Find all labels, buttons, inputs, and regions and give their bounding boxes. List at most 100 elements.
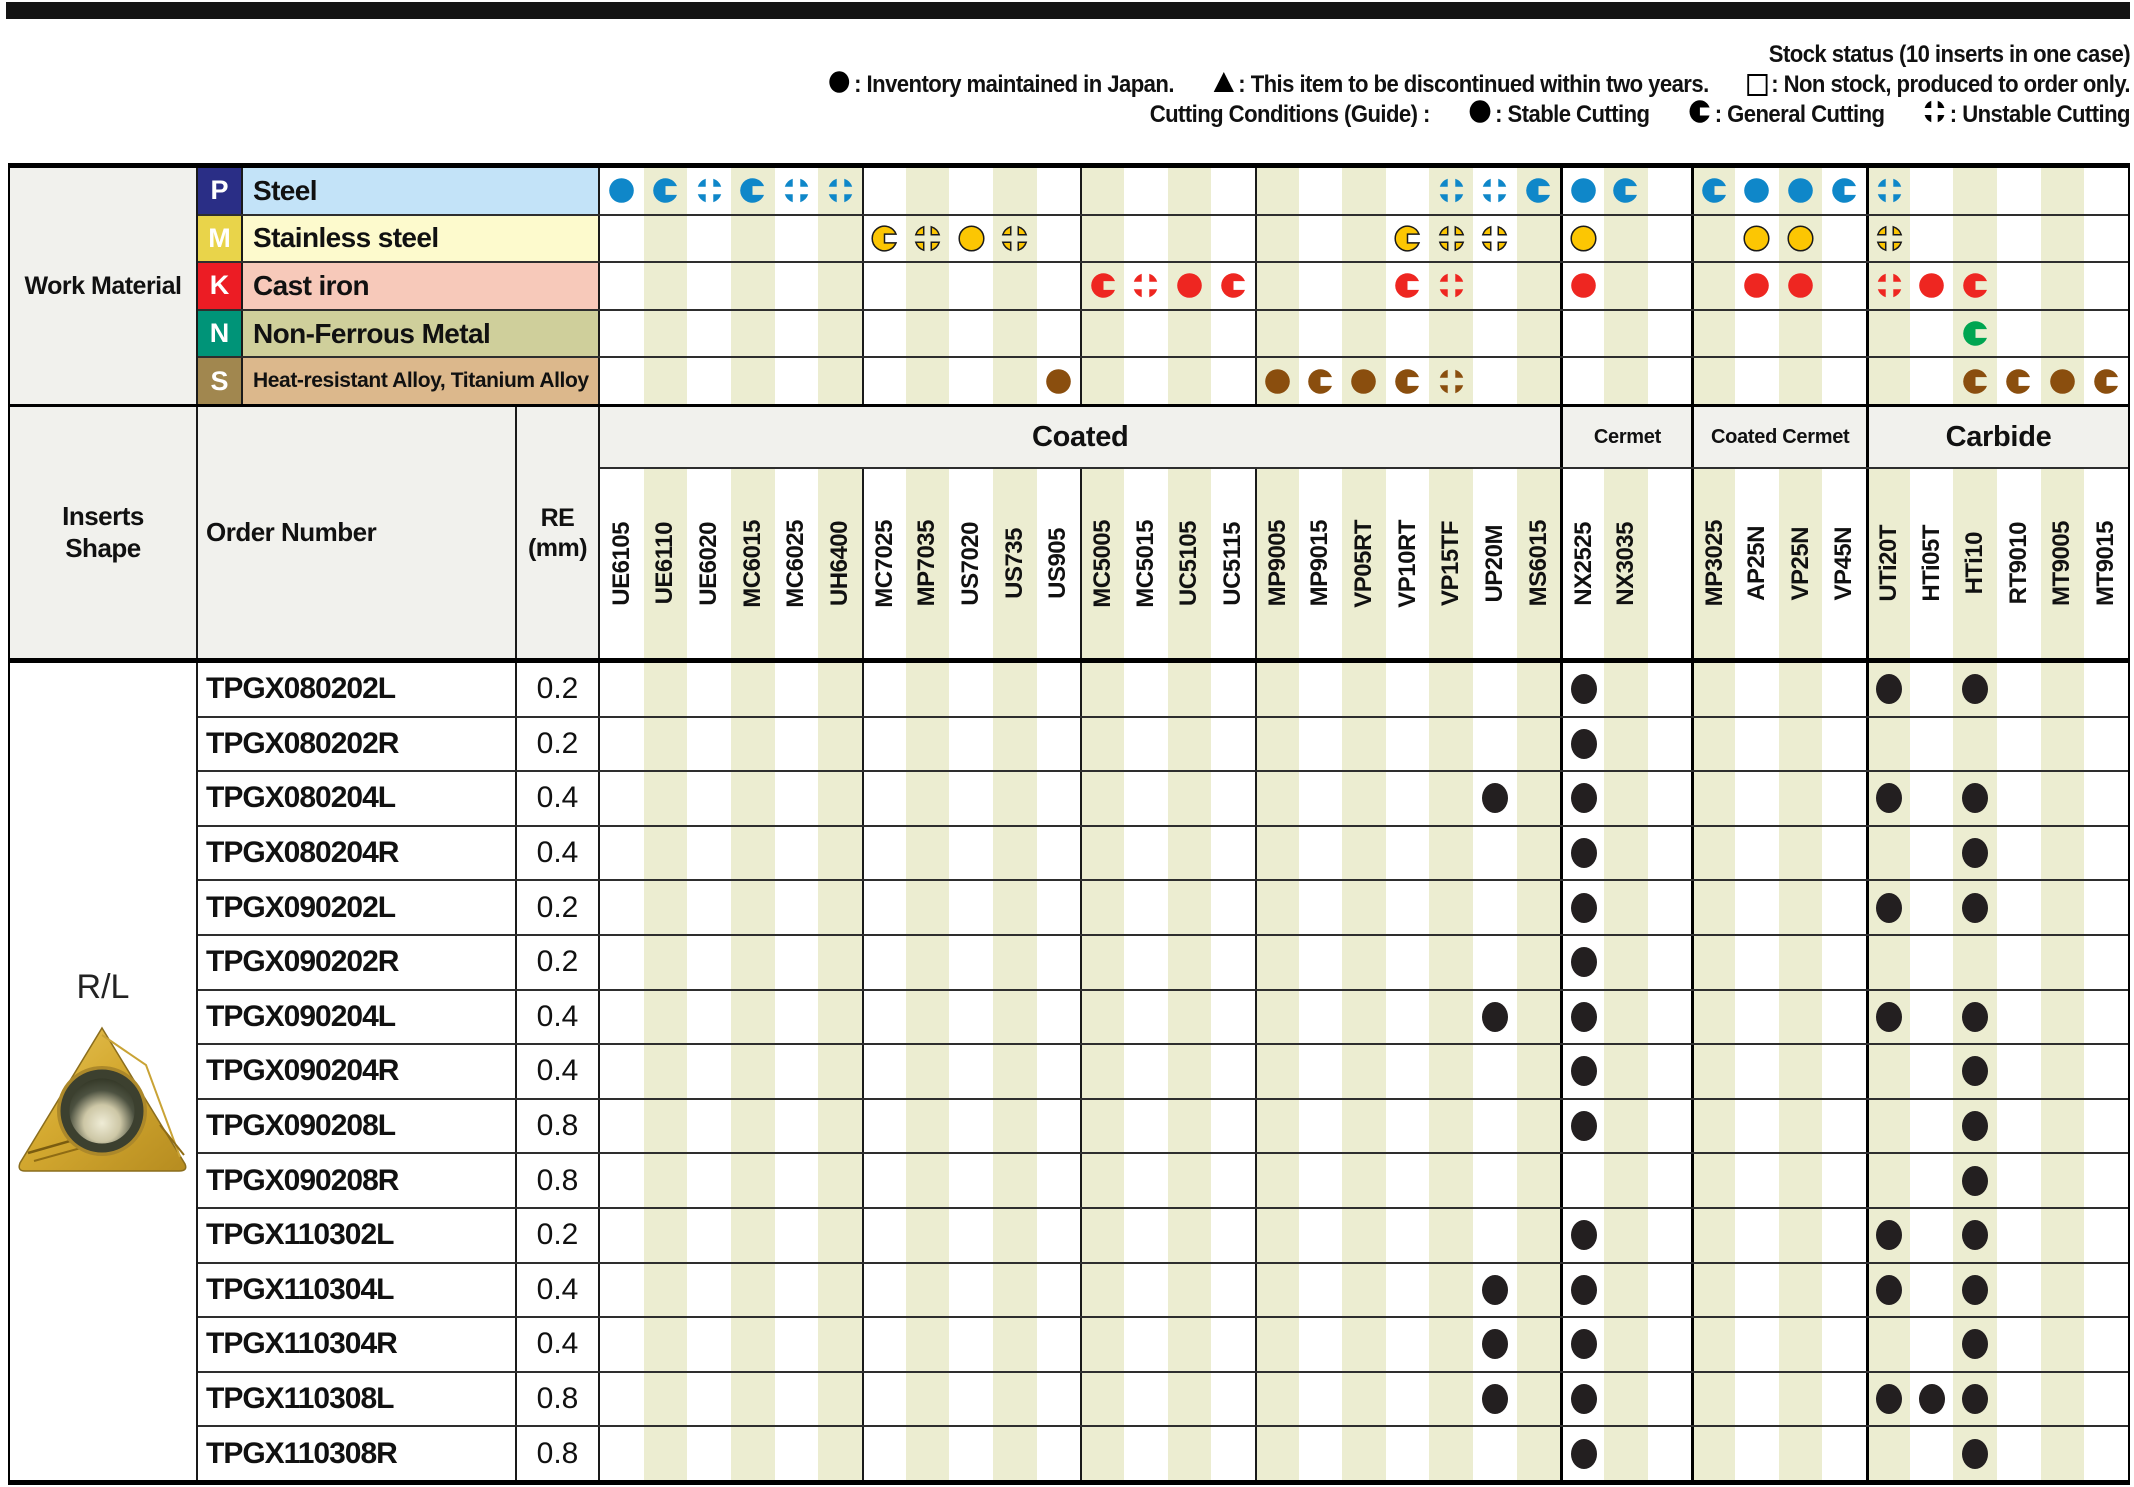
empty-cell xyxy=(1036,881,1081,934)
empty-cell xyxy=(1778,1263,1823,1317)
empty-cell xyxy=(1647,881,1692,934)
empty-cell xyxy=(687,1318,731,1371)
empty-cell xyxy=(1080,663,1124,716)
empty-cell xyxy=(1997,1263,2041,1317)
stable-cutting-icon xyxy=(1254,358,1299,404)
empty-cell xyxy=(774,1208,819,1262)
empty-cell xyxy=(992,772,1037,825)
empty-cell xyxy=(1647,215,1692,262)
grade-header-UH6400: UH6400 xyxy=(818,469,862,658)
insert-photo xyxy=(18,1026,187,1172)
general-cutting-icon xyxy=(1953,263,1997,309)
empty-cell xyxy=(687,1372,731,1426)
empty-cell xyxy=(1473,663,1517,716)
empty-cell xyxy=(1211,1372,1255,1426)
empty-cell xyxy=(1778,772,1823,825)
empty-cell xyxy=(1691,1427,1736,1480)
empty-cell xyxy=(1254,772,1299,825)
empty-cell xyxy=(1997,310,2041,357)
empty-cell xyxy=(1298,263,1343,309)
empty-cell xyxy=(992,310,1037,357)
availability-dot xyxy=(1866,1208,1910,1262)
stable-cutting-icon xyxy=(1735,168,1779,214)
empty-cell xyxy=(992,1099,1037,1153)
order-number-header: Order Number xyxy=(198,407,517,658)
empty-cell xyxy=(1036,935,1081,989)
empty-cell xyxy=(1953,168,1997,214)
circle-filled-icon xyxy=(828,70,850,101)
general-cutting-icon xyxy=(1822,168,1867,214)
empty-cell xyxy=(1211,1154,1255,1207)
empty-cell xyxy=(949,1318,993,1371)
empty-cell xyxy=(774,717,819,771)
empty-cell xyxy=(1909,1318,1954,1371)
empty-cell xyxy=(730,1318,775,1371)
availability-dot xyxy=(1953,826,1997,880)
empty-cell xyxy=(1953,935,1997,989)
cutting-conditions-label: Cutting Conditions (Guide) : xyxy=(1149,101,1431,128)
empty-cell xyxy=(1254,990,1299,1044)
availability-dot xyxy=(1953,1427,1997,1480)
availability-dot xyxy=(1866,1372,1910,1426)
grade-header-NX2525: NX2525 xyxy=(1560,469,1605,658)
empty-cell xyxy=(1211,772,1255,825)
empty-cell xyxy=(730,215,775,262)
empty-cell xyxy=(643,1045,688,1098)
empty-cell xyxy=(1123,772,1168,825)
empty-cell xyxy=(1691,1099,1736,1153)
empty-cell xyxy=(1167,826,1212,880)
empty-cell xyxy=(1429,663,1474,716)
empty-cell xyxy=(730,358,775,404)
empty-cell xyxy=(600,1208,644,1262)
order-number-cell: TPGX080204L xyxy=(198,772,517,825)
empty-cell xyxy=(1429,1427,1474,1480)
empty-cell xyxy=(992,263,1037,309)
empty-cell xyxy=(1909,990,1954,1044)
empty-cell xyxy=(861,935,906,989)
empty-cell xyxy=(1778,1427,1823,1480)
stable-cutting-icon xyxy=(1342,358,1386,404)
grade-header-MP7035: MP7035 xyxy=(905,469,950,658)
empty-cell xyxy=(949,168,993,214)
insert-row: TPGX090208R 0.8 xyxy=(198,1152,2128,1207)
unstable-cutting-icon xyxy=(1429,263,1474,309)
general-cutting-icon xyxy=(1385,263,1430,309)
empty-cell xyxy=(905,881,950,934)
order-number-cell: TPGX090208L xyxy=(198,1099,517,1153)
empty-cell xyxy=(1036,1318,1081,1371)
empty-cell xyxy=(1822,1154,1867,1207)
empty-cell xyxy=(643,263,688,309)
empty-cell xyxy=(1604,1154,1648,1207)
empty-cell xyxy=(1254,215,1299,262)
empty-cell xyxy=(1080,772,1124,825)
empty-cell xyxy=(861,358,906,404)
empty-cell xyxy=(1254,1045,1299,1098)
empty-cell xyxy=(2084,772,2128,825)
empty-cell xyxy=(905,717,950,771)
insert-row: TPGX090202R 0.2 xyxy=(198,933,2128,989)
empty-cell xyxy=(1254,1099,1299,1153)
empty-cell xyxy=(600,1154,644,1207)
grade-header-HTi10: HTi10 xyxy=(1953,469,1997,658)
empty-cell xyxy=(1473,935,1517,989)
empty-cell xyxy=(1647,1372,1692,1426)
empty-cell xyxy=(1298,1099,1343,1153)
empty-cell xyxy=(818,310,862,357)
grade-header-UC5115: UC5115 xyxy=(1211,469,1255,658)
empty-cell xyxy=(1167,663,1212,716)
empty-cell xyxy=(992,717,1037,771)
work-material-title: Work Material xyxy=(10,168,198,404)
empty-cell xyxy=(1516,1263,1561,1317)
empty-cell xyxy=(1735,1318,1779,1371)
empty-cell xyxy=(1211,1263,1255,1317)
empty-cell xyxy=(1691,1045,1736,1098)
order-number-cell: TPGX090204L xyxy=(198,990,517,1044)
empty-cell xyxy=(1997,1318,2041,1371)
empty-cell xyxy=(1822,263,1867,309)
empty-cell xyxy=(1997,772,2041,825)
empty-cell xyxy=(1647,772,1692,825)
empty-cell xyxy=(861,1263,906,1317)
material-badge-P: P xyxy=(198,168,243,214)
empty-cell xyxy=(1691,881,1736,934)
insert-row: TPGX110302L 0.2 xyxy=(198,1206,2128,1262)
